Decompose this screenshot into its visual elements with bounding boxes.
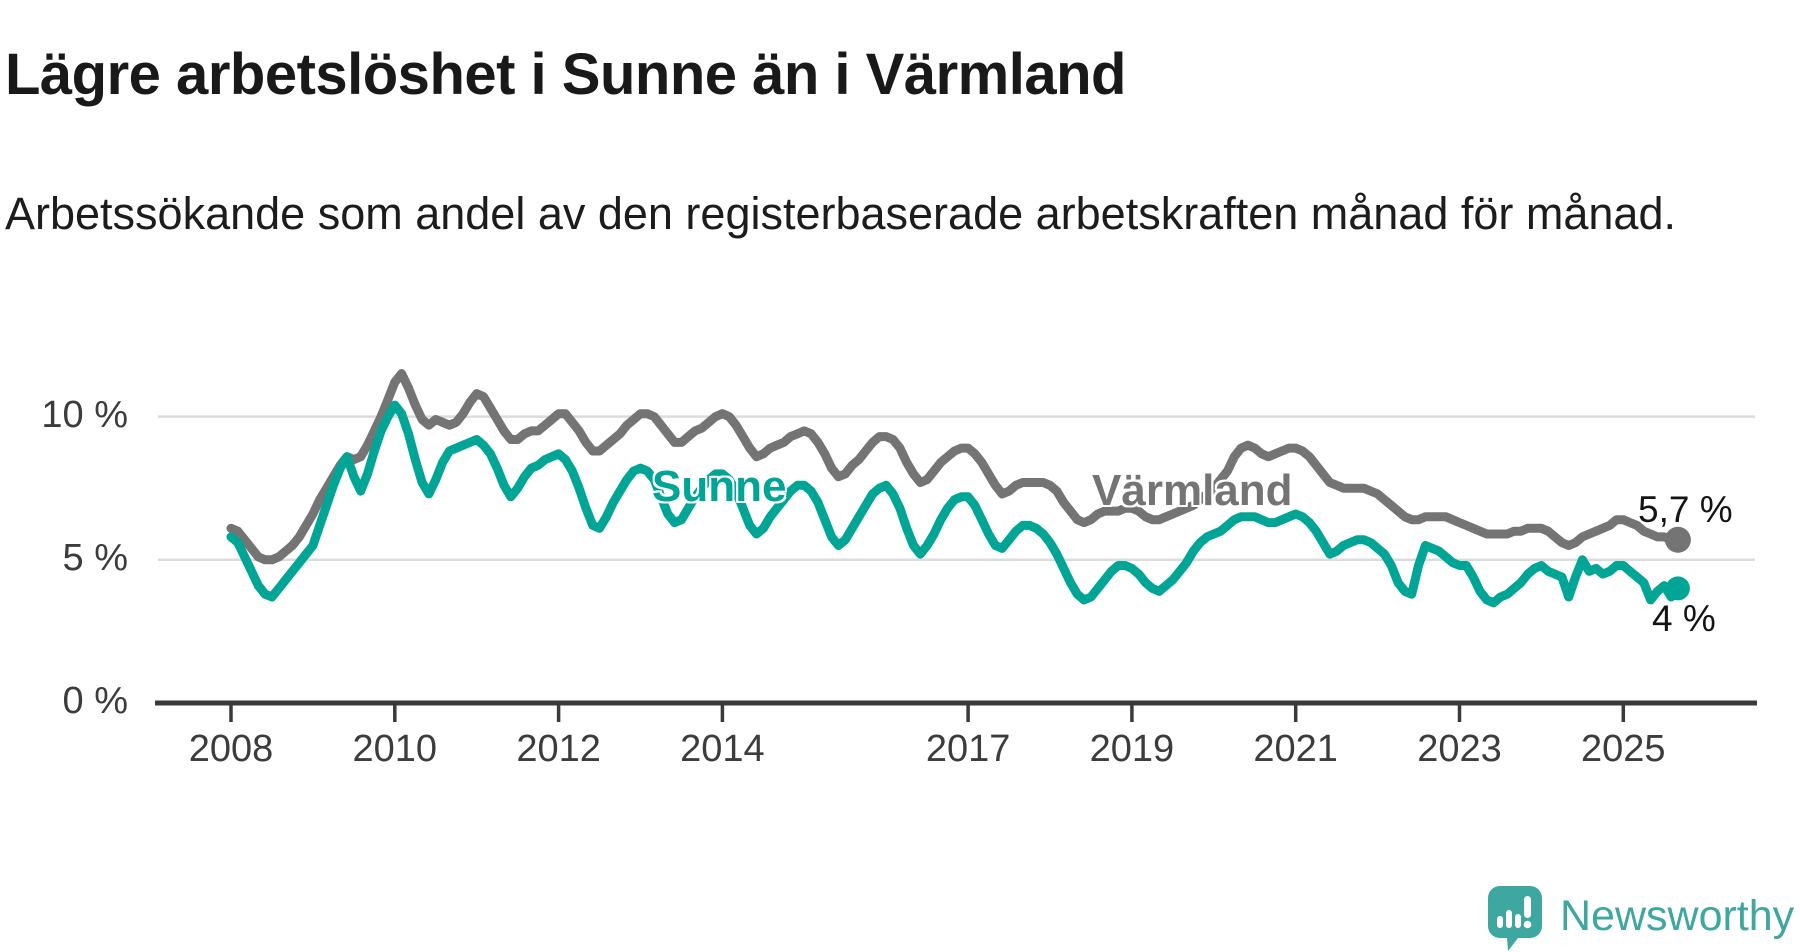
varmland-line <box>226 369 1683 565</box>
x-tick-label-2014: 2014 <box>680 728 765 770</box>
sunne-series-label: Sunne <box>652 462 787 511</box>
x-tick-label-2008: 2008 <box>188 728 274 770</box>
varmland-end-value-label: 5,7 % <box>1638 489 1733 530</box>
x-tick-label-2021: 2021 <box>1253 728 1338 770</box>
y-tick-label-10: 10 % <box>41 393 128 436</box>
x-tick-label-2019: 2019 <box>1089 728 1175 770</box>
page-subtitle: Arbetssökande som andel av den registerb… <box>5 188 1676 239</box>
sunne-end-value-label: 4 % <box>1652 598 1716 639</box>
x-tick-label-2010: 2010 <box>352 728 438 770</box>
x-tick-label-2017: 2017 <box>925 728 1011 770</box>
page-title: Lägre arbetslöshet i Sunne än i Värmland <box>5 41 1126 107</box>
newsworthy-speech-bubble-barchart-icon <box>1488 886 1542 951</box>
newsworthy-logo: Newsworthy <box>1488 886 1794 952</box>
x-tick-label-2025: 2025 <box>1581 728 1666 770</box>
sunne-end-dot <box>1665 576 1690 601</box>
x-tick-label-2012: 2012 <box>516 728 601 770</box>
y-tick-label-5: 5 % <box>62 536 128 579</box>
sunne-line <box>226 400 1683 608</box>
y-tick-label-0: 0 % <box>62 679 128 722</box>
newsworthy-logo-text: Newsworthy <box>1560 892 1795 940</box>
varmland-end-dot <box>1664 526 1691 553</box>
varmland-series-label: Värmland <box>1092 466 1293 515</box>
x-tick-label-2023: 2023 <box>1417 728 1502 770</box>
